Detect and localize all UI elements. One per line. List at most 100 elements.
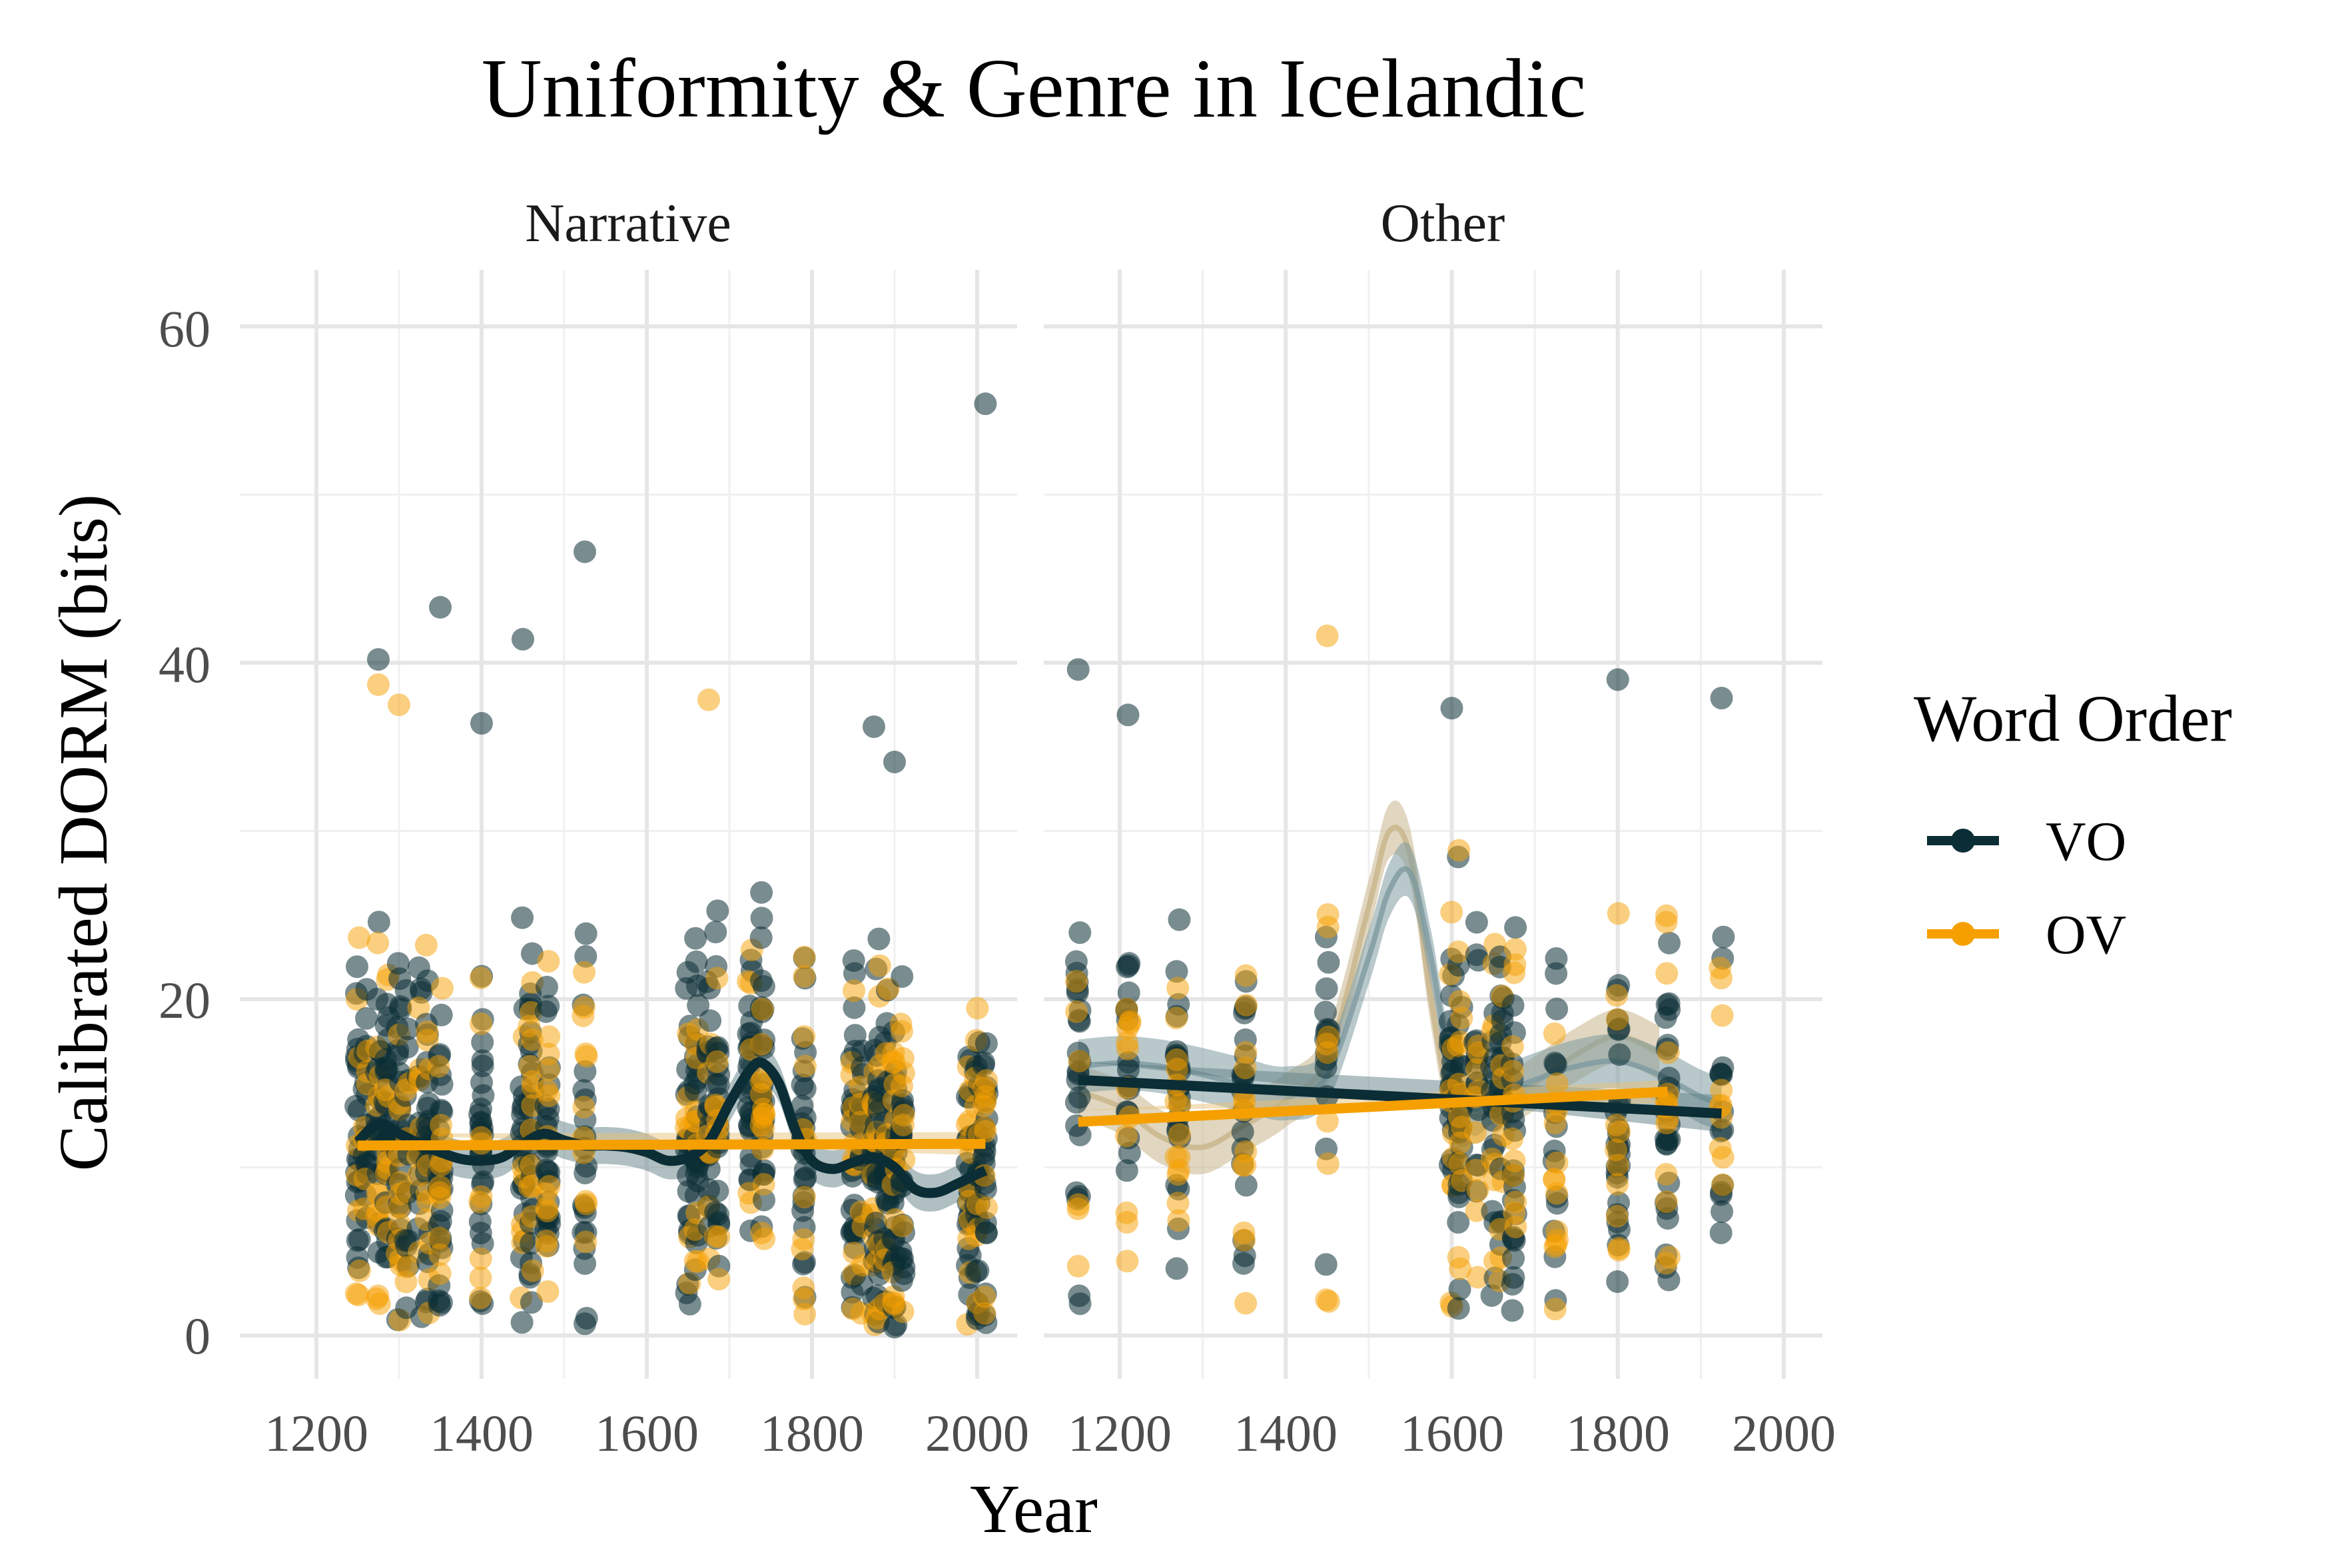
- data-point-vo: [750, 907, 773, 930]
- trend-line-vo: [354, 1057, 988, 1198]
- data-point-vo: [1231, 1120, 1254, 1144]
- data-point-vo: [512, 627, 534, 651]
- data-point-ov: [538, 1174, 561, 1198]
- data-point-ov: [1166, 1192, 1190, 1215]
- data-point-ov: [574, 1190, 597, 1213]
- x-tick-label: 1400: [430, 1404, 534, 1462]
- data-point-ov: [1234, 993, 1258, 1016]
- data-point-vo: [893, 1256, 916, 1279]
- data-point-ov: [1545, 1182, 1569, 1205]
- data-point-vo: [704, 921, 727, 944]
- data-point-ov: [793, 945, 816, 969]
- data-point-ov: [1066, 1197, 1090, 1220]
- data-point-vo: [973, 1051, 996, 1074]
- data-point-vo: [1066, 658, 1090, 681]
- data-point-vo: [687, 994, 710, 1017]
- data-point-ov: [1605, 984, 1629, 1007]
- data-point-ov: [1463, 1121, 1487, 1144]
- data-point-ov: [793, 1288, 816, 1311]
- data-point-ov: [1504, 938, 1527, 961]
- data-point-vo: [537, 994, 560, 1018]
- data-point-ov: [430, 977, 454, 1000]
- data-point-vo: [685, 950, 708, 973]
- data-point-vo: [428, 1294, 452, 1317]
- data-point-vo: [1234, 1174, 1258, 1197]
- data-point-vo: [471, 1030, 494, 1054]
- data-point-ov: [1464, 1158, 1487, 1182]
- data-point-ov: [1504, 1190, 1527, 1214]
- data-point-ov: [1606, 1154, 1629, 1177]
- data-point-ov: [348, 926, 371, 949]
- data-point-ov: [1711, 1146, 1735, 1169]
- smooth-curve-vo: [1078, 866, 1723, 1112]
- data-point-ov: [889, 1012, 913, 1036]
- trend-line-ov: [1078, 1086, 1668, 1127]
- panel-other: [1044, 270, 1822, 1379]
- data-point-vo: [678, 1292, 701, 1316]
- data-point-vo: [752, 975, 775, 998]
- data-point-ov: [1234, 964, 1258, 987]
- data-point-vo: [1232, 1252, 1255, 1275]
- data-point-vo: [699, 1009, 722, 1032]
- data-point-ov: [366, 1284, 390, 1308]
- data-point-vo: [1116, 703, 1140, 727]
- data-point-ov: [1317, 1025, 1340, 1048]
- data-point-vo: [510, 1311, 534, 1334]
- data-point-vo: [1545, 947, 1568, 970]
- data-point-vo: [1118, 952, 1141, 975]
- data-point-vo: [974, 392, 997, 416]
- data-point-ov: [428, 1262, 452, 1285]
- data-point-ov: [1164, 1006, 1188, 1030]
- data-point-ov: [1316, 903, 1340, 927]
- data-point-ov: [973, 1302, 996, 1325]
- data-point-vo: [1440, 697, 1463, 720]
- data-point-vo: [891, 965, 914, 988]
- data-point-ov: [428, 1226, 451, 1250]
- data-point-ov: [1545, 1072, 1569, 1095]
- data-point-vo: [355, 1006, 378, 1030]
- legend-key-dot-vo: [1951, 829, 1975, 853]
- data-point-ov: [1503, 1149, 1526, 1172]
- x-axis-ticks-narrative: 1200 1400 1600 1800 2000: [264, 1404, 1029, 1462]
- data-point-ov: [536, 1280, 560, 1303]
- data-point-vo: [1658, 998, 1681, 1021]
- data-point-ov: [1657, 1245, 1681, 1268]
- data-point-ov: [1234, 1040, 1258, 1064]
- data-point-ov: [1234, 1292, 1258, 1315]
- x-tick-label: 1800: [1566, 1404, 1670, 1462]
- legend-title: Word Order: [1914, 681, 2232, 755]
- data-point-vo: [791, 1073, 814, 1096]
- data-point-vo: [574, 922, 597, 945]
- data-point-vo: [1314, 1253, 1338, 1276]
- data-point-ov: [366, 931, 390, 955]
- data-point-ov: [868, 954, 891, 977]
- data-point-vo: [843, 996, 866, 1019]
- legend-entry-ov: OV: [1927, 904, 2126, 966]
- data-point-vo: [1502, 1247, 1525, 1270]
- data-point-ov: [469, 1247, 492, 1270]
- x-tick-label: 1600: [595, 1404, 699, 1462]
- data-point-vo: [1502, 1266, 1525, 1289]
- data-point-ov: [751, 998, 774, 1021]
- data-point-vo: [1314, 1000, 1337, 1024]
- data-point-ov: [1543, 1022, 1566, 1045]
- data-point-ov: [1447, 1105, 1471, 1128]
- data-point-vo: [1606, 668, 1629, 691]
- data-point-ov: [427, 1054, 450, 1078]
- data-point-vo: [1064, 950, 1088, 973]
- data-point-vo: [470, 711, 493, 735]
- data-point-ov: [1606, 1008, 1629, 1031]
- data-point-ov: [1316, 624, 1339, 647]
- data-point-ov: [1466, 1266, 1489, 1289]
- data-point-ov: [703, 1224, 727, 1248]
- data-point-ov: [1501, 1127, 1524, 1150]
- data-point-ov: [348, 1259, 371, 1282]
- data-point-ov: [414, 933, 438, 957]
- data-point-vo: [1165, 960, 1188, 983]
- trend-line-ov: [357, 1138, 986, 1151]
- data-point-ov: [1448, 990, 1471, 1013]
- data-point-vo: [1165, 1257, 1188, 1280]
- data-point-ov: [1232, 1221, 1256, 1244]
- data-point-vo: [471, 1049, 494, 1072]
